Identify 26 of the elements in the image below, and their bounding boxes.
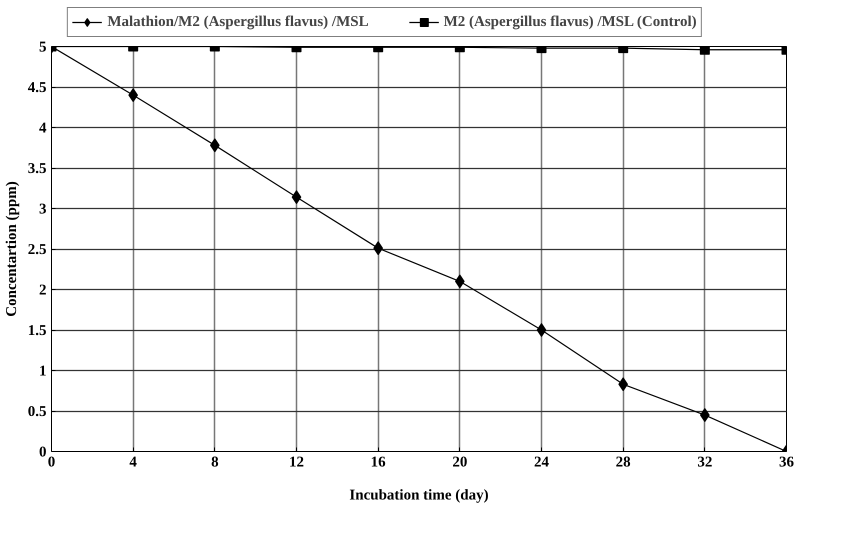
y-tick-label: 2.5 [28,242,46,258]
x-axis-title: Incubation time (day) [349,488,489,504]
legend-label: M2 (Aspergillus flavus) /MSL (Control) [444,14,697,30]
y-tick-label: 0.5 [28,404,46,420]
x-tick-label: 20 [452,454,468,470]
y-tick-label: 3.5 [28,161,46,177]
y-tick-label: 3 [39,202,46,218]
x-tick-label: 28 [616,454,631,470]
point [700,46,710,55]
y-tick-label: 4.5 [28,80,46,96]
y-axis-title: Concentartion (ppm) [4,181,20,317]
x-tick-label: 24 [534,454,550,470]
y-tick-label: 1.5 [28,323,46,339]
x-tick-label: 32 [697,454,712,470]
y-tick-label: 5 [39,40,46,56]
x-tick-label: 16 [370,454,386,470]
y-tick-label: 1 [39,364,46,380]
x-tick-label: 36 [779,454,794,470]
y-tick-label: 4 [39,120,47,136]
y-tick-label: 2 [39,282,46,298]
x-tick-label: 4 [129,454,138,470]
x-tick-label: 8 [211,454,219,470]
x-tick-label: 12 [289,454,304,470]
legend-label: Malathion/M2 (Aspergillus flavus) /MSL [107,14,369,30]
point [536,323,546,337]
y-tick-label: 0 [39,444,46,460]
